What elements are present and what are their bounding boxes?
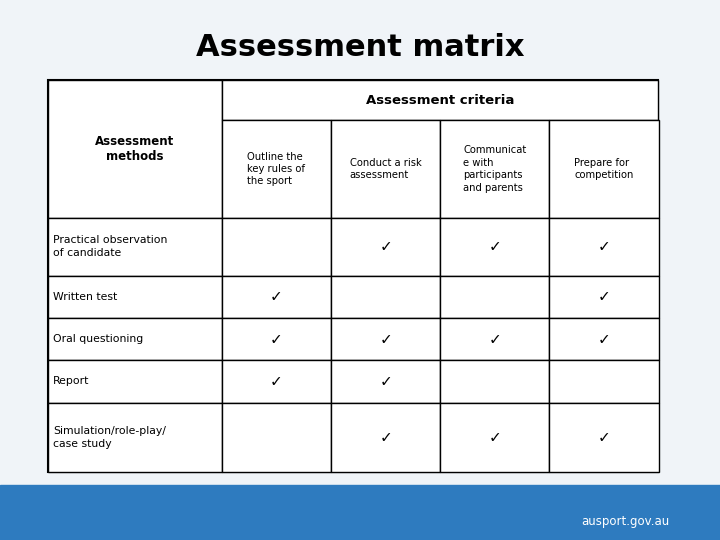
- Text: ✓: ✓: [270, 332, 283, 347]
- Bar: [440, 218, 549, 275]
- Bar: [331, 318, 440, 360]
- Text: Written test: Written test: [53, 292, 117, 302]
- Bar: [222, 403, 331, 472]
- Bar: [222, 318, 331, 360]
- Text: Assessment
methods: Assessment methods: [95, 135, 174, 163]
- Text: Report: Report: [53, 376, 89, 387]
- Bar: [440, 318, 549, 360]
- Text: Prepare for
competition: Prepare for competition: [575, 158, 634, 180]
- Text: Communicat
e with
participants
and parents: Communicat e with participants and paren…: [463, 145, 526, 193]
- Text: Outline the
key rules of
the sport: Outline the key rules of the sport: [248, 152, 305, 186]
- Bar: [549, 120, 659, 218]
- Bar: [549, 403, 659, 472]
- Text: ✓: ✓: [379, 239, 392, 254]
- Bar: [440, 120, 549, 218]
- Text: ✓: ✓: [488, 332, 501, 347]
- Bar: [222, 218, 331, 275]
- Text: ✓: ✓: [270, 289, 283, 304]
- Bar: [331, 218, 440, 275]
- Text: ✓: ✓: [379, 332, 392, 347]
- Bar: [331, 275, 440, 318]
- Bar: [331, 403, 440, 472]
- Text: Conduct a risk
assessment: Conduct a risk assessment: [350, 158, 421, 180]
- Text: Assessment criteria: Assessment criteria: [366, 93, 514, 107]
- Text: ✓: ✓: [488, 430, 501, 445]
- Bar: [48, 275, 222, 318]
- Bar: [440, 403, 549, 472]
- Text: Simulation/role-play/
case study: Simulation/role-play/ case study: [53, 426, 166, 449]
- Text: ✓: ✓: [598, 289, 611, 304]
- Bar: [331, 360, 440, 403]
- Bar: [48, 360, 222, 403]
- Bar: [48, 403, 222, 472]
- Bar: [549, 360, 659, 403]
- Bar: [549, 275, 659, 318]
- Bar: [0, 485, 720, 540]
- Bar: [48, 80, 222, 218]
- Bar: [222, 120, 331, 218]
- Bar: [440, 275, 549, 318]
- Text: ✓: ✓: [598, 332, 611, 347]
- Bar: [48, 80, 658, 472]
- Bar: [440, 360, 549, 403]
- Bar: [222, 275, 331, 318]
- Bar: [222, 360, 331, 403]
- Text: Assessment matrix: Assessment matrix: [196, 33, 524, 63]
- Text: Practical observation
of candidate: Practical observation of candidate: [53, 235, 167, 258]
- Bar: [331, 120, 440, 218]
- Text: ausport.gov.au: ausport.gov.au: [582, 516, 670, 529]
- Text: ✓: ✓: [598, 430, 611, 445]
- Text: ✓: ✓: [270, 374, 283, 389]
- Bar: [549, 218, 659, 275]
- Bar: [48, 318, 222, 360]
- Text: ✓: ✓: [379, 374, 392, 389]
- Bar: [48, 218, 222, 275]
- Bar: [549, 318, 659, 360]
- Text: Oral questioning: Oral questioning: [53, 334, 143, 344]
- Bar: [222, 80, 658, 120]
- Text: ✓: ✓: [598, 239, 611, 254]
- Text: ✓: ✓: [488, 239, 501, 254]
- Text: ✓: ✓: [379, 430, 392, 445]
